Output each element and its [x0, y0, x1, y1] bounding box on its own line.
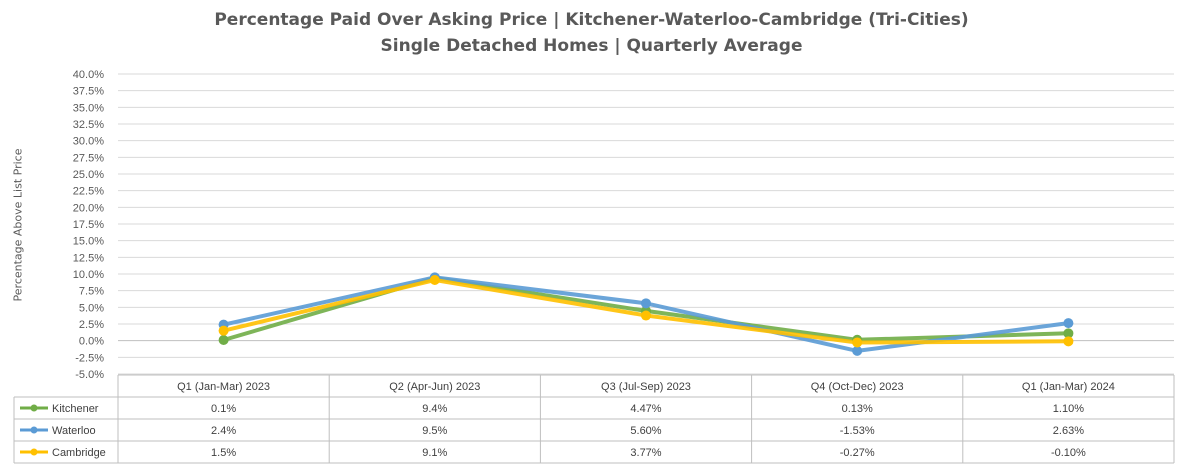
- y-tick-label: 12.5%: [73, 252, 104, 264]
- chart-subtitle: Single Detached Homes | Quarterly Averag…: [380, 36, 803, 56]
- y-tick-label: 15.0%: [73, 236, 104, 248]
- legend-label: Cambridge: [52, 447, 106, 459]
- y-tick-label: 7.5%: [79, 286, 104, 298]
- data-cell: 1.5%: [211, 447, 236, 459]
- y-tick-label: 10.0%: [73, 269, 104, 281]
- y-tick-label: 22.5%: [73, 186, 104, 198]
- data-point-kitchener: [1063, 328, 1074, 339]
- y-tick-label: 17.5%: [73, 219, 104, 231]
- y-tick-label: 30.0%: [73, 136, 104, 148]
- legend-marker: [30, 448, 38, 456]
- data-cell: 0.1%: [211, 403, 236, 415]
- data-cell: 2.63%: [1053, 425, 1084, 437]
- y-tick-label: 37.5%: [73, 86, 104, 98]
- data-cell: -1.53%: [840, 425, 875, 437]
- y-tick-label: -2.5%: [75, 352, 104, 364]
- data-point-cambridge: [852, 337, 863, 348]
- data-cell: 9.4%: [422, 403, 447, 415]
- series-points: [218, 272, 1074, 356]
- data-point-kitchener: [218, 335, 229, 345]
- y-tick-label: 20.0%: [73, 202, 104, 214]
- category-label: Q3 (Jul-Sep) 2023: [601, 381, 691, 393]
- data-point-waterloo: [1063, 318, 1074, 329]
- legend-marker: [30, 404, 38, 412]
- y-tick-label: 5.0%: [79, 302, 104, 314]
- y-tick-label: 27.5%: [73, 152, 104, 164]
- y-tick-label: 0.0%: [79, 336, 104, 348]
- data-point-cambridge: [218, 325, 229, 336]
- data-point-cambridge: [641, 310, 651, 321]
- data-cell: 1.10%: [1053, 403, 1084, 415]
- y-tick-label: 25.0%: [73, 169, 104, 181]
- category-label: Q4 (Oct-Dec) 2023: [811, 381, 904, 393]
- legend-label: Waterloo: [52, 425, 96, 437]
- data-cell: 3.77%: [630, 447, 661, 459]
- data-cell: -0.27%: [840, 447, 875, 459]
- data-cell: 4.47%: [630, 403, 661, 415]
- data-point-waterloo: [852, 345, 863, 356]
- y-tick-label: 32.5%: [73, 119, 104, 131]
- data-cell: 2.4%: [211, 425, 236, 437]
- data-cell: -0.10%: [1051, 447, 1086, 459]
- y-tick-label: 40.0%: [73, 69, 104, 81]
- data-table: Q1 (Jan-Mar) 2023 Q2 (Apr-Jun) 2023 Q3 (Ju…: [13, 374, 1175, 464]
- data-cell: 0.13%: [842, 403, 873, 415]
- data-point-cambridge: [1063, 336, 1074, 347]
- data-cell: 9.1%: [422, 447, 447, 459]
- y-tick-label: 35.0%: [73, 102, 104, 114]
- data-point-cambridge: [429, 275, 440, 285]
- legend-label: Kitchener: [52, 403, 99, 415]
- category-label: Q1 (Jan-Mar) 2023: [177, 381, 270, 393]
- data-cell: 5.60%: [630, 425, 661, 437]
- category-label: Q2 (Apr-Jun) 2023: [389, 381, 480, 393]
- y-tick-label: 2.5%: [79, 319, 104, 331]
- data-cell: 9.5%: [422, 425, 447, 437]
- data-point-waterloo: [641, 298, 651, 309]
- category-label: Q1 (Jan-Mar) 2024: [1022, 381, 1115, 393]
- y-tick-labels: 40.0% 37.5% 35.0% 32.5% 30.0% 27.5% 25.0% 22.5%…: [73, 69, 104, 381]
- legend-marker: [30, 426, 38, 434]
- chart-title: Percentage Paid Over Asking Price | Kitc…: [214, 10, 969, 30]
- y-tick-label: -5.0%: [75, 369, 104, 381]
